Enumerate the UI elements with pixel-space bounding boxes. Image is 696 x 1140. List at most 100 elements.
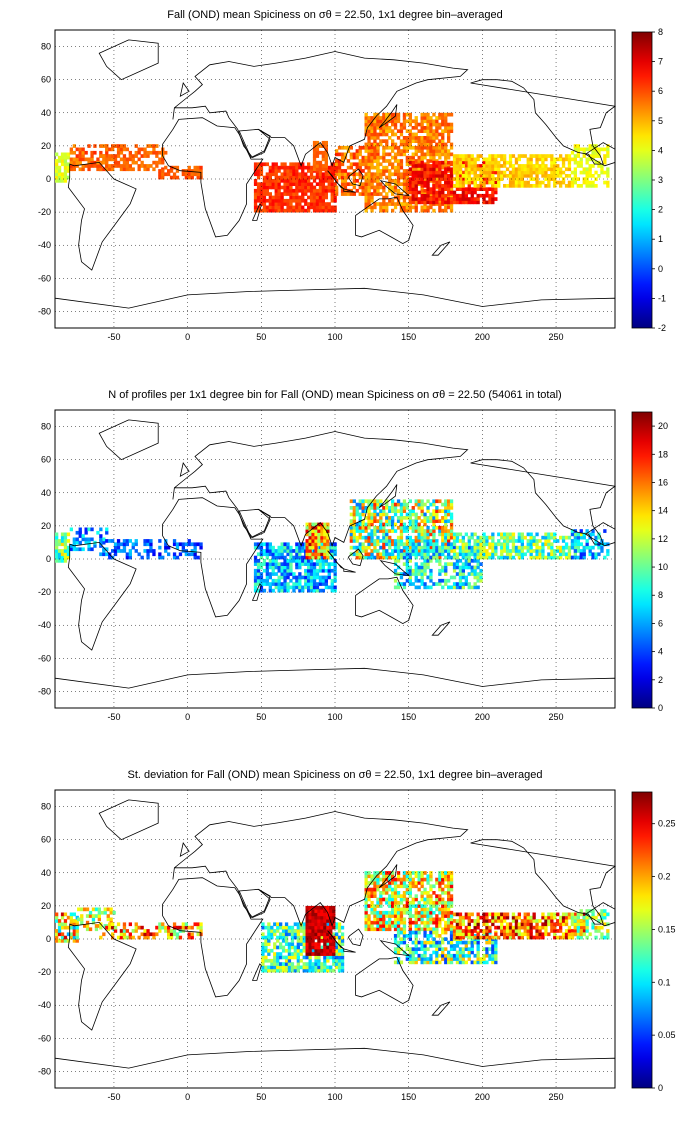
data-cell [122, 929, 127, 933]
data-cell [286, 552, 290, 557]
data-cell [388, 904, 392, 908]
data-cell [373, 894, 377, 898]
data-cell [405, 874, 409, 879]
data-cell [72, 547, 76, 552]
data-cell [281, 939, 286, 943]
data-cell [441, 532, 445, 537]
data-cell [164, 545, 168, 550]
data-cell [280, 205, 284, 210]
data-cell [125, 542, 129, 547]
data-cell [449, 585, 454, 590]
data-cell [280, 562, 284, 566]
data-cell [408, 512, 412, 517]
data-cell [476, 184, 480, 188]
data-cell [441, 585, 445, 590]
data-cell [370, 887, 374, 892]
data-cell [447, 126, 451, 130]
data-cell [293, 965, 297, 970]
data-cell [385, 914, 389, 918]
data-cell [295, 585, 299, 590]
data-cell [90, 164, 94, 168]
data-cell [327, 562, 331, 566]
data-cell [66, 925, 71, 930]
data-cell [494, 154, 498, 158]
data-cell [326, 522, 330, 527]
data-cell [99, 167, 103, 172]
data-cell [149, 144, 153, 148]
x-tick-label: 100 [327, 712, 342, 722]
data-cell [447, 155, 451, 160]
data-cell [296, 952, 300, 956]
data-cell [511, 180, 516, 185]
data-cell [396, 169, 401, 173]
data-cell [556, 180, 560, 185]
data-cell [532, 535, 536, 540]
data-cell [370, 532, 374, 537]
data-cell [597, 174, 601, 178]
data-cell [63, 555, 68, 560]
data-cell [491, 545, 495, 550]
data-cell [479, 545, 483, 550]
data-cell [426, 927, 430, 932]
data-cell [426, 907, 430, 912]
data-cell [553, 535, 557, 540]
data-cell [290, 962, 295, 966]
data-cell [60, 535, 65, 540]
data-cell [405, 549, 409, 553]
data-cell [541, 549, 545, 553]
data-cell [265, 188, 269, 193]
data-cell [281, 932, 286, 937]
data-cell [379, 522, 383, 527]
data-cell [370, 552, 374, 557]
data-cell [317, 555, 321, 560]
data-cell [582, 170, 586, 175]
data-cell [382, 512, 386, 517]
data-cell [470, 154, 474, 158]
data-cell [444, 119, 448, 124]
data-cell [508, 532, 513, 537]
data-cell [567, 174, 572, 178]
data-cell [423, 535, 427, 540]
data-cell [105, 160, 109, 165]
data-cell [441, 509, 445, 513]
data-cell [482, 552, 486, 557]
data-cell [488, 187, 492, 191]
data-cell [308, 549, 312, 553]
data-cell [326, 915, 330, 920]
data-cell [317, 932, 321, 937]
data-cell [308, 532, 312, 537]
data-cell [458, 565, 463, 570]
data-cell [435, 129, 439, 133]
data-cell [329, 942, 333, 946]
data-cell [559, 545, 563, 550]
data-cell [292, 175, 296, 180]
data-cell [449, 200, 454, 205]
data-cell [444, 506, 448, 510]
y-tick-label: 40 [41, 108, 51, 118]
data-cell [152, 147, 156, 152]
data-cell [385, 122, 389, 127]
data-cell [172, 552, 177, 557]
data-cell [597, 150, 601, 155]
data-cell [320, 535, 324, 540]
data-cell [376, 182, 380, 186]
data-cell [184, 542, 188, 547]
data-cell [526, 545, 530, 550]
data-cell [305, 522, 309, 527]
data-cell [312, 578, 317, 583]
data-cell [573, 555, 577, 560]
data-cell [164, 165, 168, 170]
data-cell [330, 195, 334, 200]
data-cell [295, 165, 299, 170]
data-cell [320, 539, 324, 543]
data-cell [295, 549, 299, 553]
data-cell [373, 907, 377, 912]
data-cell [505, 545, 510, 550]
data-cell [420, 208, 424, 213]
data-cell [476, 545, 480, 550]
data-cell [479, 535, 483, 540]
data-cell [302, 968, 306, 973]
data-cell [311, 912, 315, 917]
data-cell [376, 172, 380, 177]
data-cell [317, 535, 321, 540]
